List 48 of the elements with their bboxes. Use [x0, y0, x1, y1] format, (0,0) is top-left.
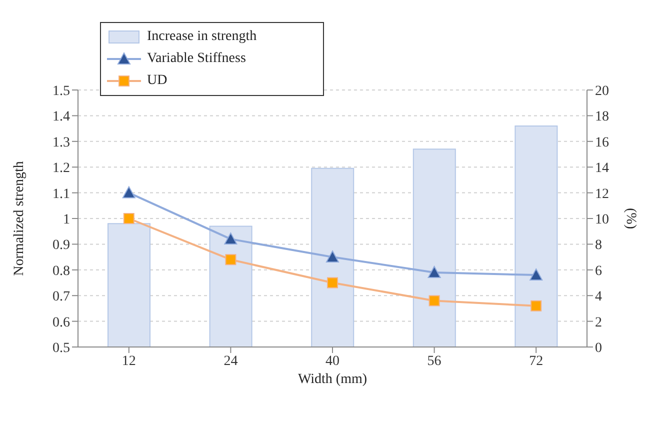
- y2-tick-label: 4: [595, 290, 602, 305]
- y-tick-label: 1.1: [52, 186, 70, 202]
- x-tick-label: 12: [122, 354, 136, 369]
- y2-tick-label: 0: [595, 340, 602, 356]
- point: [326, 250, 339, 263]
- point: [428, 266, 441, 278]
- legend-label: Increase in strength: [147, 29, 257, 45]
- point: [123, 213, 134, 224]
- point: [530, 268, 543, 281]
- y2-tick-label: 8: [595, 238, 602, 254]
- y-tick-label: 1.5: [52, 84, 70, 99]
- y-tick-label: 1.2: [52, 161, 70, 176]
- y-tick-label: 1.3: [52, 135, 70, 150]
- y2-tick-label: 6: [595, 264, 602, 279]
- y-tick-label: 0.8: [52, 264, 70, 279]
- y-axis-title: Normalized strength: [12, 161, 27, 276]
- bar: [514, 125, 558, 347]
- y2-axis-title: (%): [623, 208, 638, 230]
- y2-tick-label: 18: [595, 110, 609, 125]
- point: [224, 232, 238, 245]
- point: [327, 277, 338, 288]
- y2-tick-label: 2: [595, 315, 602, 330]
- legend-label: UD: [147, 73, 168, 89]
- x-tick-label: 56: [427, 354, 442, 369]
- y2-tick-label: 14: [595, 161, 609, 176]
- y2-tick-label: 12: [595, 186, 609, 202]
- point: [428, 295, 440, 306]
- y-tick-label: 1: [63, 212, 70, 228]
- y2-tick-label: 10: [595, 212, 609, 228]
- y-tick-label: 0.9: [52, 238, 70, 254]
- x-axis-title: Width (mm): [298, 372, 368, 387]
- x-tick-label: 24: [224, 354, 238, 369]
- point: [122, 186, 136, 198]
- x-tick-label: 72: [529, 354, 544, 369]
- bar: [108, 223, 150, 347]
- y2-tick-label: 16: [595, 135, 609, 150]
- point: [225, 254, 236, 266]
- legend-label: Variable Stiffness: [147, 51, 246, 67]
- bar: [311, 168, 354, 347]
- point: [530, 300, 542, 312]
- y2-tick-label: 20: [595, 84, 609, 99]
- y-tick-label: 0.6: [52, 315, 70, 330]
- bar: [209, 226, 252, 347]
- x-tick-label: 40: [326, 354, 340, 369]
- y-tick-label: 1.4: [52, 110, 70, 125]
- bar: [412, 148, 456, 347]
- y-tick-label: 0.7: [52, 290, 70, 305]
- y-tick-label: 0.5: [52, 340, 70, 356]
